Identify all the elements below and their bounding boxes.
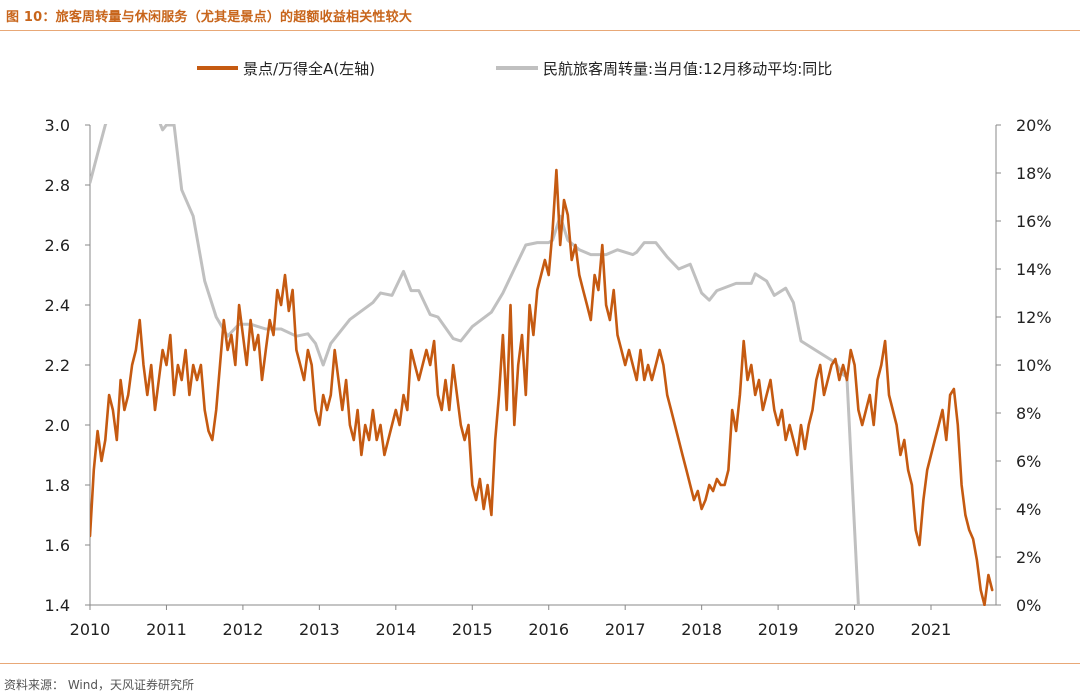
y-left-tick-label: 2.4 — [45, 296, 70, 315]
source-note: 资料来源： Wind，天风证券研究所 — [4, 678, 194, 692]
x-tick-label: 2014 — [375, 620, 416, 639]
y-right-tick-label: 8% — [1016, 404, 1041, 423]
y-left-tick-label: 3.0 — [45, 116, 70, 135]
x-tick-label: 2019 — [758, 620, 799, 639]
y-left-tick-label: 1.8 — [45, 476, 70, 495]
axes: 1.4 1.6 1.8 2.0 2.2 2.4 2.6 2.8 3.0 0% 2% 4% 6% 8% 10%… — [45, 116, 1052, 639]
x-tick-label: 2021 — [911, 620, 952, 639]
y-left-tick-label: 2.6 — [45, 236, 70, 255]
series-line-aviation-yoy — [90, 124, 860, 606]
x-tick-label: 2011 — [146, 620, 187, 639]
legend-label-aviation-yoy: 民航旅客周转量:当月值:12月移动平均:同比 — [543, 60, 832, 78]
y-right-tick-label: 0% — [1016, 596, 1041, 615]
y-right-tick-label: 14% — [1016, 260, 1052, 279]
x-tick-label: 2017 — [605, 620, 646, 639]
y-left-tick-label: 1.6 — [45, 536, 70, 555]
x-tick-label: 2013 — [299, 620, 340, 639]
y-right-tick-label: 16% — [1016, 212, 1052, 231]
y-left-tick-label: 2.8 — [45, 176, 70, 195]
legend-label-scenic-ratio: 景点/万得全A(左轴) — [243, 60, 375, 78]
y-right-tick-label: 2% — [1016, 548, 1041, 567]
y-right-tick-label: 18% — [1016, 164, 1052, 183]
legend: 景点/万得全A(左轴) 民航旅客周转量:当月值:12月移动平均:同比 — [197, 60, 832, 78]
x-tick-label: 2020 — [834, 620, 875, 639]
x-tick-label: 2012 — [223, 620, 264, 639]
chart-title: 图 10：旅客周转量与休闲服务（尤其是景点）的超额收益相关性较大 — [6, 10, 413, 25]
x-tick-label: 2010 — [70, 620, 111, 639]
plot-area — [90, 124, 994, 606]
series-line-scenic-ratio — [90, 168, 994, 606]
line-chart: 景点/万得全A(左轴) 民航旅客周转量:当月值:12月移动平均:同比 1.41.… — [45, 60, 1052, 639]
y-right-tick-label: 12% — [1016, 308, 1052, 327]
y-right-tick-label: 20% — [1016, 116, 1052, 135]
y-right-tick-label: 6% — [1016, 452, 1041, 471]
y-left-tick-label: 1.4 — [45, 596, 70, 615]
y-right-tick-label: 4% — [1016, 500, 1041, 519]
y-right-tick-label: 10% — [1016, 356, 1052, 375]
title-divider — [0, 30, 1080, 31]
y-left-tick-label: 2.0 — [45, 416, 70, 435]
x-tick-label: 2015 — [452, 620, 493, 639]
y-left-tick-label: 2.2 — [45, 356, 70, 375]
footer-divider — [0, 663, 1080, 664]
x-tick-label: 2018 — [681, 620, 722, 639]
x-tick-label: 2016 — [528, 620, 569, 639]
